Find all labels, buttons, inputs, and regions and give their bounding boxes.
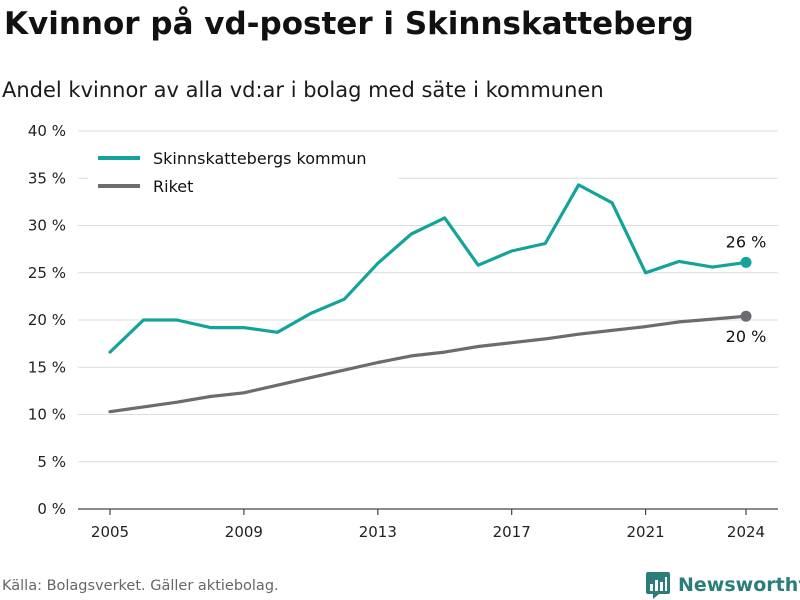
end-label-0: 26 % [726,232,767,251]
page-title: Kvinnor på vd-poster i Skinnskatteberg [4,6,694,42]
legend-label-1: Riket [153,177,193,196]
page-subtitle: Andel kvinnor av alla vd:ar i bolag med … [2,78,604,102]
legend: Skinnskattebergs kommun Riket [88,146,398,202]
y-tick-label: 40 % [28,122,66,140]
newsworthy-logo-icon [646,572,670,599]
y-tick-label: 15 % [28,358,66,376]
brand-name: Newsworthy [678,574,800,596]
y-tick-label: 0 % [37,500,66,518]
x-tick-label: 2005 [91,523,129,541]
series-lines [108,183,752,414]
end-labels: 26 % 20 % [726,232,767,346]
series-line-1 [108,314,748,414]
series-line-0 [108,183,748,354]
end-label-1: 20 % [726,327,767,346]
legend-background [88,146,398,202]
x-tick-label: 2009 [225,523,263,541]
y-tick-label: 25 % [28,264,66,282]
y-axis-ticks: 0 % 5 % 10 % 15 % 20 % 25 % 30 % 35 % 40 % [28,122,66,518]
x-axis: 2005 2009 2013 2017 2021 2024 [91,509,765,541]
series-endpoint-0 [740,256,752,268]
x-tick-label: 2013 [359,523,397,541]
y-tick-label: 5 % [37,453,66,471]
x-tick-label: 2017 [493,523,531,541]
x-tick-label: 2021 [626,523,664,541]
y-tick-label: 10 % [28,406,66,424]
line-chart: 0 %5 %10 %15 %20 %25 %30 %35 %40 % 2005 2… [28,122,778,541]
y-tick-label: 30 % [28,217,66,235]
source-note: Källa: Bolagsverket. Gäller aktiebolag. [2,578,279,594]
brand-logo: Newsworthy [645,570,800,600]
legend-label-0: Skinnskattebergs kommun [153,149,366,168]
y-tick-label: 20 % [28,311,66,329]
series-endpoint-1 [740,310,752,322]
x-tick-label: 2024 [727,523,765,541]
y-tick-label: 35 % [28,169,66,187]
